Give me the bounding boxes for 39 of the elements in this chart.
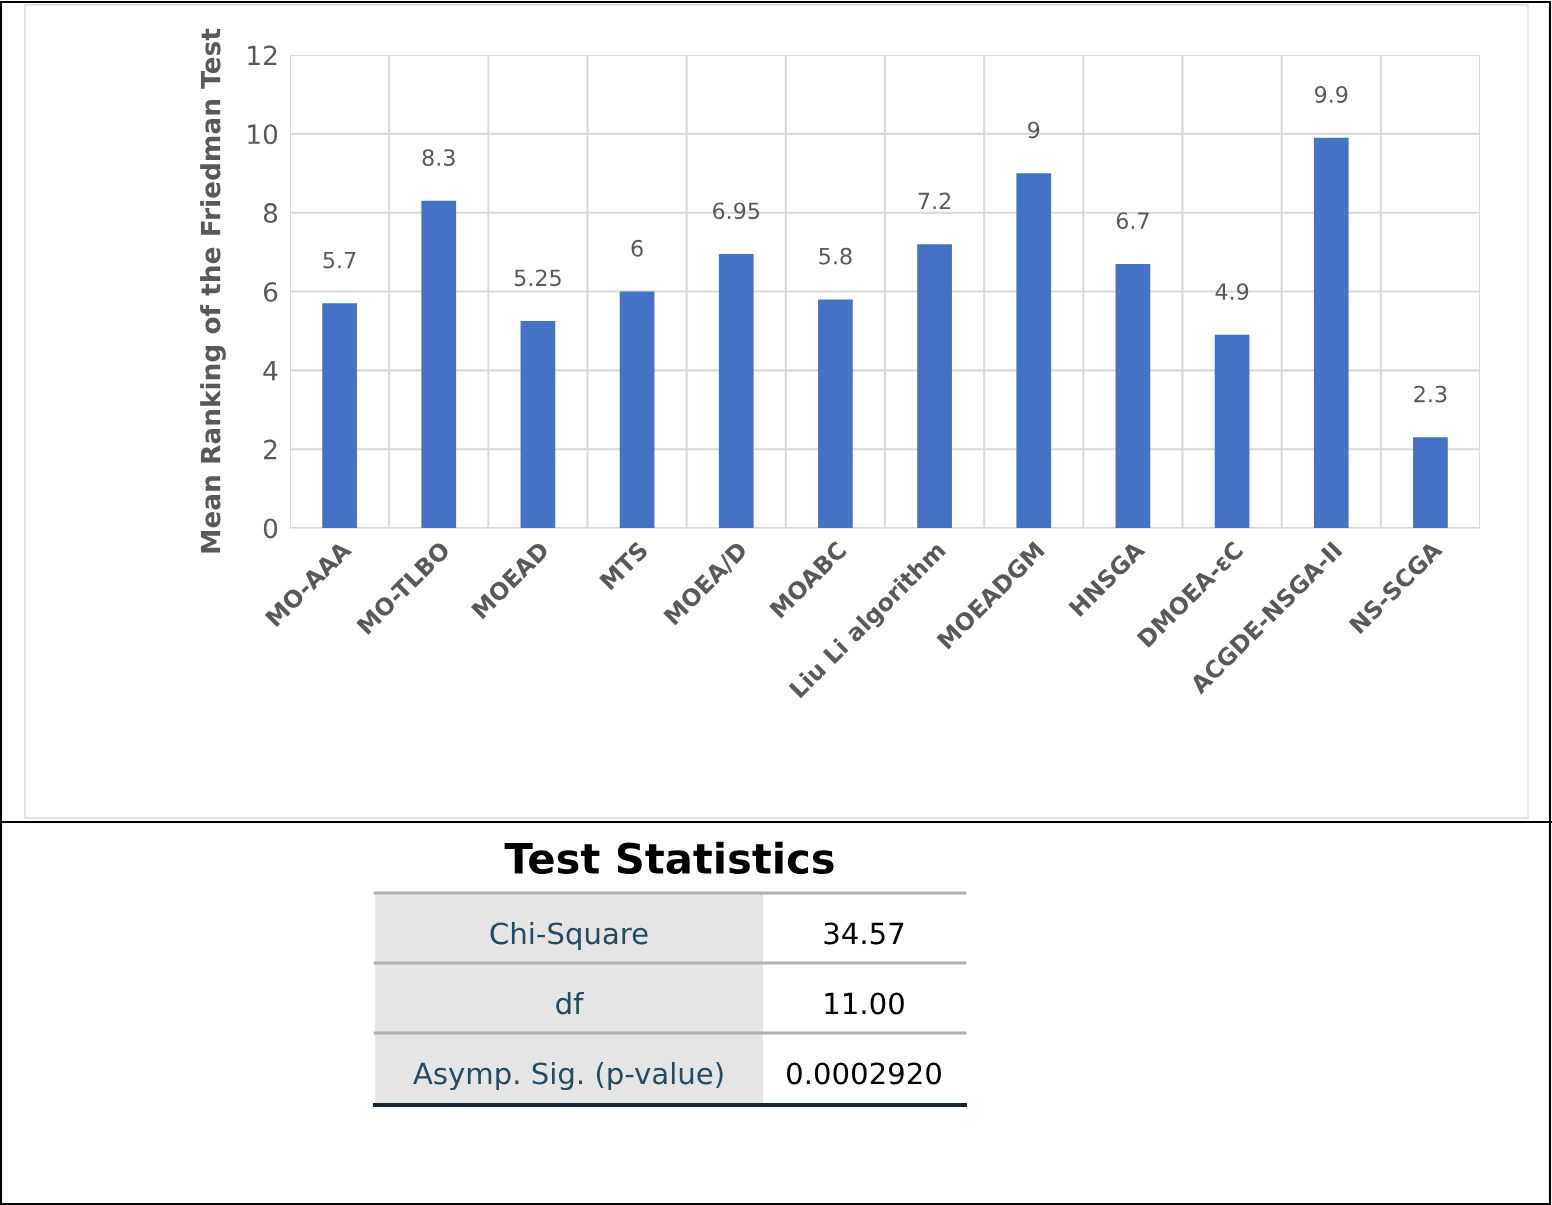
- text: Test Statistics: [504, 841, 834, 875]
- data-label: 5.8: [819, 247, 852, 265]
- bar: [520, 321, 556, 528]
- bar: [421, 200, 457, 528]
- data-label: 2.3: [1414, 385, 1447, 403]
- bar: [1413, 437, 1448, 528]
- data-label: 4.9: [1215, 283, 1249, 300]
- data-label: 8.3: [422, 149, 455, 166]
- bar: [1016, 173, 1052, 528]
- y-tick-label: 4: [263, 361, 278, 381]
- text: Asymp. Sig. (p-value): [413, 1061, 723, 1091]
- data-label: 9: [1028, 121, 1040, 139]
- bar: [619, 291, 655, 528]
- y-axis-title: Mean Ranking of the Friedman Test: [200, 28, 226, 553]
- y-tick-label: 10: [248, 124, 278, 145]
- y-tick-label: 2: [264, 439, 277, 460]
- text: Chi-Square: [490, 921, 648, 951]
- data-label: 9.9: [1314, 86, 1348, 103]
- data-label: 5.25: [514, 269, 561, 287]
- data-label: 6.7: [1116, 212, 1149, 230]
- y-tick-label: 0: [263, 518, 278, 539]
- bar: [917, 244, 952, 528]
- text: 0.0002920: [787, 1062, 941, 1085]
- y-tick-label: 12: [248, 45, 277, 66]
- bar: [1115, 263, 1151, 528]
- data-label: 7.2: [918, 192, 951, 210]
- y-tick-label: 8: [263, 203, 278, 224]
- y-tick-label: 6: [263, 281, 278, 302]
- text: df: [556, 991, 584, 1015]
- data-label: 6: [631, 239, 643, 257]
- bar: [718, 254, 754, 528]
- bar: [1313, 137, 1349, 528]
- text: 11.00: [825, 992, 904, 1015]
- bar: [818, 299, 853, 528]
- text: 34.57: [824, 922, 904, 945]
- bar: [1214, 334, 1250, 528]
- bar: [322, 303, 357, 528]
- data-label: 6.95: [713, 202, 760, 220]
- data-label: 5.7: [323, 251, 356, 269]
